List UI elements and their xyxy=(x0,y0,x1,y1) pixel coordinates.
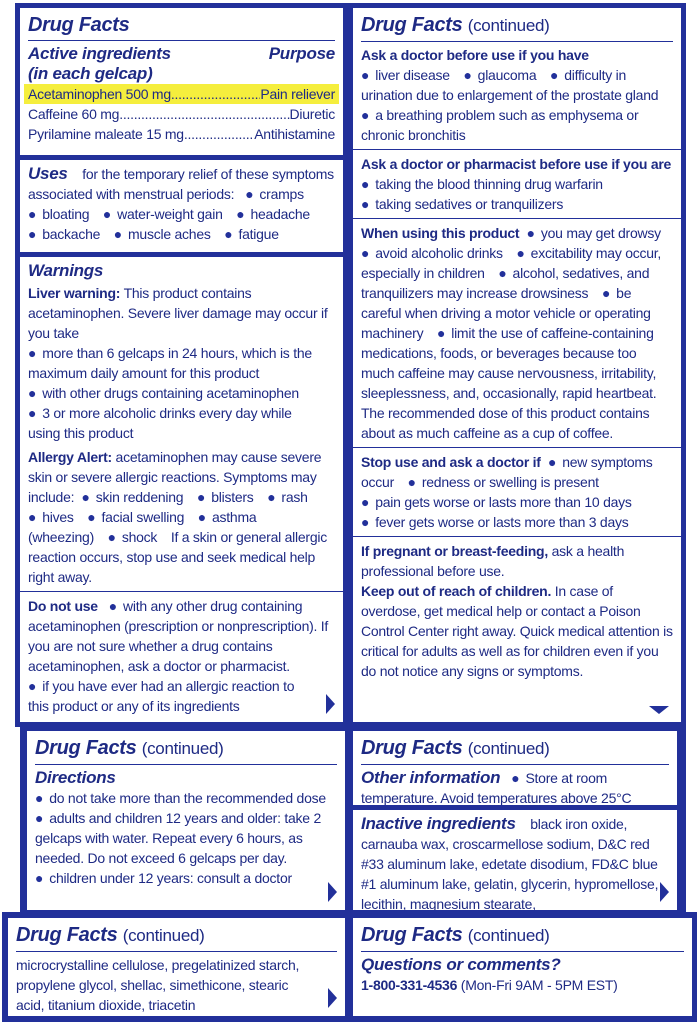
other-info-heading: Other information xyxy=(361,768,501,787)
continue-down-arrow-icon xyxy=(649,706,669,714)
active-ingredients-heading: Active ingredients xyxy=(28,44,171,63)
directions-heading: Directions xyxy=(35,768,116,787)
continued-right-box: Drug Facts (continued) Ask a doctor befo… xyxy=(353,8,681,722)
allergy-item: shock xyxy=(108,529,158,545)
inactive-ingredients-box: Inactive ingredients black iron oxide, c… xyxy=(353,810,677,910)
ask-doctor-heading: Ask a doctor before use if you have xyxy=(361,47,589,63)
inactive-continued-box: Drug Facts (continued) microcrystalline … xyxy=(8,918,345,1016)
purpose-heading: Purpose xyxy=(268,44,336,63)
continued-label: (continued) xyxy=(141,739,224,758)
directions-item: children under 12 years: consult a docto… xyxy=(35,868,327,888)
warning-item: 3 or more alcoholic drinks every day whi… xyxy=(28,403,325,443)
uses-item: backache xyxy=(28,226,100,242)
warnings-box: Warnings Liver warning: This product con… xyxy=(20,257,343,722)
uses-item: cramps xyxy=(245,186,304,202)
active-subheading: (in each gelcap) xyxy=(28,64,153,83)
drug-facts-title: Drug Facts xyxy=(35,737,137,759)
inactive-text: black iron oxide, carnauba wax, croscarm… xyxy=(361,816,659,910)
ingredient-row: Acetaminophen 500 mgPain reliever xyxy=(24,84,339,104)
active-ingredients-box: Drug Facts Active ingredients Purpose (in… xyxy=(20,8,343,155)
uses-item: bloating xyxy=(28,206,90,222)
phone-number[interactable]: 1-800-331-4536 xyxy=(361,977,458,993)
inactive-heading: Inactive ingredients xyxy=(361,814,516,833)
continue-arrow-icon xyxy=(326,694,335,714)
uses-item: headache xyxy=(236,206,310,222)
ingredient-row: Caffeine 60 mgDiuretic xyxy=(28,104,335,124)
do-not-use-item: if you have ever had an allergic reactio… xyxy=(28,676,325,716)
ask-pharmacist-item: taking sedatives or tranquilizers xyxy=(361,194,663,214)
stop-use-heading: Stop use and ask a doctor if xyxy=(361,454,541,470)
ask-doctor-item: liver disease xyxy=(361,67,450,83)
warning-item: with other drugs containing acetaminophe… xyxy=(28,383,325,403)
warnings-heading: Warnings xyxy=(28,261,104,280)
continue-arrow-icon xyxy=(328,988,337,1008)
directions-item: adults and children 12 years and older: … xyxy=(35,808,327,868)
allergy-item: blisters xyxy=(197,489,254,505)
allergy-item: rash xyxy=(267,489,308,505)
allergy-alert-text: acetaminophen may cause severe skin or s… xyxy=(28,449,322,505)
allergy-alert-label: Allergy Alert: xyxy=(28,449,112,465)
do-not-use-label: Do not use xyxy=(28,598,98,614)
allergy-after-text: If a skin or general allergic reaction o… xyxy=(28,529,327,585)
ask-pharmacist-heading: Ask a doctor or pharmacist before use if… xyxy=(361,156,672,172)
when-using-item: avoid alcoholic drinks xyxy=(361,245,503,261)
allergy-item: skin reddening xyxy=(82,489,184,505)
continued-label: (continued) xyxy=(467,739,550,758)
drug-facts-title: Drug Facts xyxy=(361,14,463,36)
stop-use-item: fever gets worse or lasts more than 3 da… xyxy=(361,512,663,532)
uses-item: water-weight gain xyxy=(103,206,223,222)
children-text: In case of overdose, get medical help or… xyxy=(361,583,673,679)
continued-label: (continued) xyxy=(467,926,550,945)
continued-label: (continued) xyxy=(122,926,205,945)
uses-intro: for the temporary relief of these sympto… xyxy=(28,166,334,202)
children-label: Keep out of reach of children. xyxy=(361,583,552,599)
ask-doctor-item: a breathing problem such as emphysema or… xyxy=(361,105,663,145)
when-using-item: limit the use of caffeine-containing med… xyxy=(361,325,657,441)
drug-facts-title: Drug Facts xyxy=(28,14,130,36)
stop-use-item: redness or swelling is present xyxy=(408,474,599,490)
inactive-text-continued: microcrystalline cellulose, pregelatiniz… xyxy=(16,957,300,1013)
ingredient-row: Pyrilamine maleate 15 mgAntihistamine xyxy=(28,124,335,144)
directions-item: do not take more than the recommended do… xyxy=(35,788,327,808)
liver-warning-label: Liver warning: xyxy=(28,285,121,301)
drug-facts-title: Drug Facts xyxy=(16,924,118,946)
when-using-item: you may get drowsy xyxy=(527,225,661,241)
pregnant-label: If pregnant or breast-feeding, xyxy=(361,543,548,559)
liver-warning-text: This product contains acetaminophen. Sev… xyxy=(28,285,328,341)
phone-hours: (Mon-Fri 9AM - 5PM EST) xyxy=(460,977,618,993)
questions-heading: Questions or comments? xyxy=(361,955,561,974)
continue-arrow-icon xyxy=(660,882,669,902)
ask-doctor-item: glaucoma xyxy=(463,67,536,83)
allergy-item: hives xyxy=(28,509,74,525)
when-using-heading: When using this product xyxy=(361,225,520,241)
other-information-box: Drug Facts (continued) Other information… xyxy=(353,731,677,805)
directions-box: Drug Facts (continued) Directions do not… xyxy=(27,731,345,910)
uses-heading: Uses xyxy=(28,164,68,183)
uses-item: muscle aches xyxy=(114,226,211,242)
drug-facts-title: Drug Facts xyxy=(361,737,463,759)
drug-facts-title: Drug Facts xyxy=(361,924,463,946)
pregnant-text: ask a health professional before use. xyxy=(361,543,625,579)
stop-use-item: pain gets worse or lasts more than 10 da… xyxy=(361,492,663,512)
uses-item: fatigue xyxy=(224,226,279,242)
ask-pharmacist-item: taking the blood thinning drug warfarin xyxy=(361,174,663,194)
allergy-item: facial swelling xyxy=(87,509,184,525)
continued-label: (continued) xyxy=(467,16,550,35)
questions-box: Drug Facts (continued) Questions or comm… xyxy=(353,918,692,1016)
continue-arrow-icon xyxy=(328,882,337,902)
warning-item: more than 6 gelcaps in 24 hours, which i… xyxy=(28,343,325,383)
uses-box: Uses for the temporary relief of these s… xyxy=(20,160,343,252)
